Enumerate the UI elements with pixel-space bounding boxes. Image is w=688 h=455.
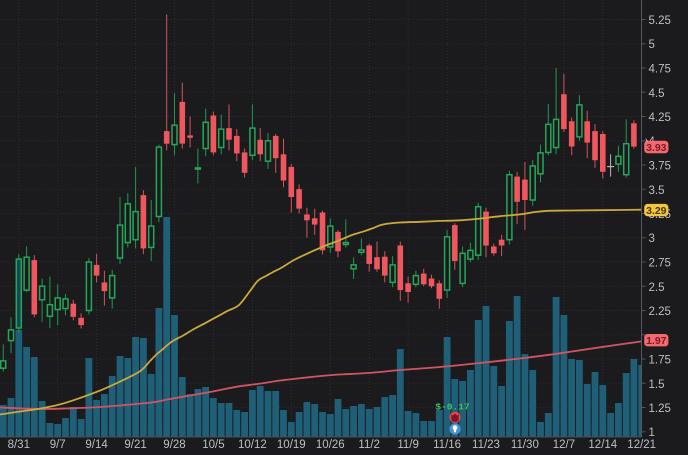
svg-text:1: 1 bbox=[649, 427, 655, 439]
svg-text:3.29: 3.29 bbox=[646, 205, 667, 217]
svg-text:11/23: 11/23 bbox=[472, 439, 500, 450]
svg-text:1.25: 1.25 bbox=[649, 403, 671, 415]
svg-text:11/16: 11/16 bbox=[433, 439, 461, 450]
svg-text:11/30: 11/30 bbox=[511, 439, 539, 450]
svg-text:9/28: 9/28 bbox=[163, 439, 185, 450]
svg-text:10/19: 10/19 bbox=[277, 439, 306, 450]
svg-text:9/21: 9/21 bbox=[124, 439, 146, 450]
svg-text:8/31: 8/31 bbox=[8, 439, 30, 450]
svg-text:3.75: 3.75 bbox=[649, 161, 671, 173]
svg-text:4.5: 4.5 bbox=[649, 88, 665, 100]
svg-text:2.5: 2.5 bbox=[649, 282, 665, 294]
svg-text:5: 5 bbox=[649, 39, 655, 51]
svg-text:$-0.17: $-0.17 bbox=[435, 402, 470, 413]
svg-text:4.25: 4.25 bbox=[649, 112, 671, 124]
svg-text:10/26: 10/26 bbox=[316, 439, 345, 450]
svg-text:3.93: 3.93 bbox=[646, 142, 667, 154]
svg-text:1.5: 1.5 bbox=[649, 379, 665, 391]
svg-text:1.75: 1.75 bbox=[649, 355, 671, 367]
svg-text:12/7: 12/7 bbox=[553, 439, 575, 450]
svg-text:10/5: 10/5 bbox=[202, 439, 224, 450]
svg-text:11/9: 11/9 bbox=[397, 439, 419, 450]
svg-text:4.75: 4.75 bbox=[649, 64, 671, 76]
svg-text:9/14: 9/14 bbox=[85, 439, 108, 450]
svg-text:3.5: 3.5 bbox=[649, 185, 665, 197]
svg-text:12/21: 12/21 bbox=[627, 439, 656, 450]
svg-text:9/7: 9/7 bbox=[50, 439, 66, 450]
svg-text:2.25: 2.25 bbox=[649, 306, 671, 318]
svg-text:2.75: 2.75 bbox=[649, 258, 671, 270]
svg-text:5.25: 5.25 bbox=[649, 15, 671, 27]
svg-text:10/12: 10/12 bbox=[238, 439, 267, 450]
svg-text:3: 3 bbox=[649, 233, 655, 245]
svg-text:12/14: 12/14 bbox=[588, 439, 617, 450]
svg-text:1.97: 1.97 bbox=[646, 335, 667, 347]
svg-text:11/2: 11/2 bbox=[358, 439, 380, 450]
